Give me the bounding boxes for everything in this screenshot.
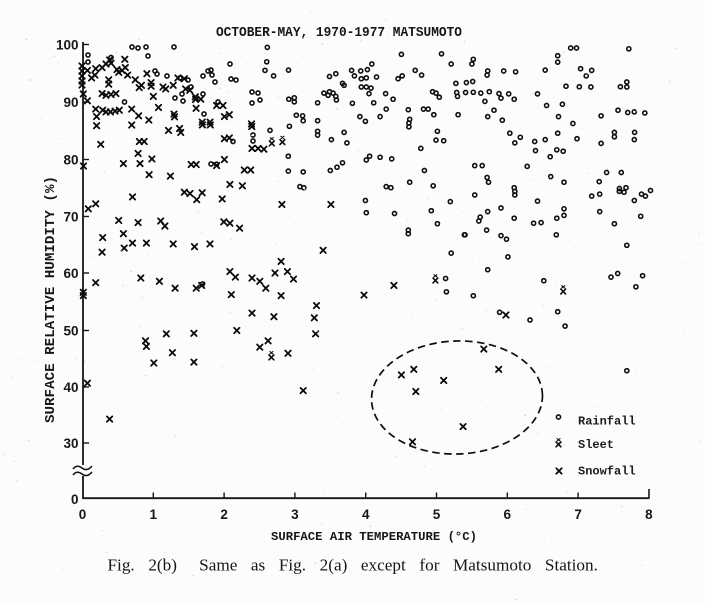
svg-text:SURFACE AIR TEMPERATURE (°C): SURFACE AIR TEMPERATURE (°C) [271, 530, 477, 544]
svg-text:2: 2 [220, 507, 228, 522]
svg-text:40: 40 [63, 380, 78, 395]
svg-text:Snowfall: Snowfall [578, 465, 636, 479]
svg-text:90: 90 [63, 95, 78, 110]
svg-text:8: 8 [645, 507, 653, 522]
svg-text:3: 3 [291, 507, 299, 522]
svg-text:SURFACE RELATIVE HUMIDITY (%): SURFACE RELATIVE HUMIDITY (%) [44, 176, 59, 423]
svg-text:80: 80 [63, 152, 78, 167]
svg-text:100: 100 [56, 37, 79, 52]
svg-text:60: 60 [63, 266, 78, 281]
svg-text:30: 30 [63, 436, 78, 451]
svg-text:5: 5 [433, 507, 441, 522]
svg-text:Sleet: Sleet [578, 438, 614, 452]
svg-text:OCTOBER-MAY, 1970-1977 MATSUM: OCTOBER-MAY, 1970-1977 MATSUMOTO [216, 26, 462, 41]
svg-text:0: 0 [79, 507, 87, 522]
svg-text:Fig. 2(b) Same as Fig. 2(a) e: Fig. 2(b) Same as Fig. 2(a) except for M… [108, 556, 598, 575]
svg-text:4: 4 [362, 507, 370, 522]
svg-text:Rainfall: Rainfall [578, 415, 636, 429]
svg-text:1: 1 [150, 507, 158, 522]
svg-text:6: 6 [504, 507, 512, 522]
svg-text:0: 0 [71, 492, 79, 507]
svg-text:70: 70 [63, 209, 78, 224]
svg-text:7: 7 [574, 507, 582, 522]
svg-text:50: 50 [63, 323, 78, 338]
